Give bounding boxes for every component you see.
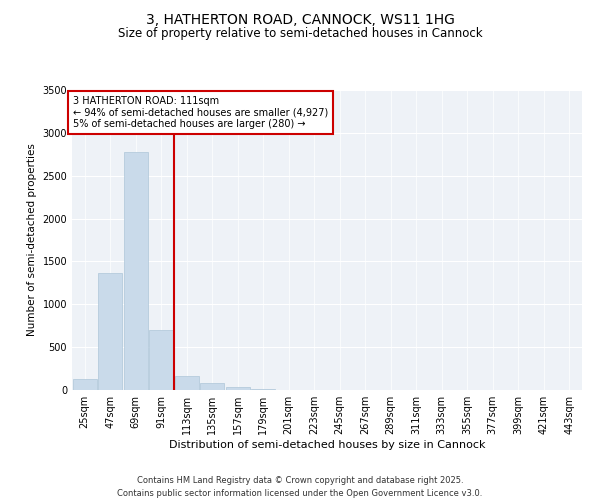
Bar [98, 272, 122, 390]
Bar [226, 388, 250, 390]
Text: 3, HATHERTON ROAD, CANNOCK, WS11 1HG: 3, HATHERTON ROAD, CANNOCK, WS11 1HG [146, 12, 454, 26]
Bar [73, 379, 97, 390]
Bar [200, 383, 224, 390]
Bar [175, 376, 199, 390]
Text: Size of property relative to semi-detached houses in Cannock: Size of property relative to semi-detach… [118, 28, 482, 40]
Bar [149, 330, 173, 390]
Bar [124, 152, 148, 390]
Text: 3 HATHERTON ROAD: 111sqm
← 94% of semi-detached houses are smaller (4,927)
5% of: 3 HATHERTON ROAD: 111sqm ← 94% of semi-d… [73, 96, 328, 129]
Bar [251, 389, 275, 390]
X-axis label: Distribution of semi-detached houses by size in Cannock: Distribution of semi-detached houses by … [169, 440, 485, 450]
Y-axis label: Number of semi-detached properties: Number of semi-detached properties [27, 144, 37, 336]
Text: Contains HM Land Registry data © Crown copyright and database right 2025.
Contai: Contains HM Land Registry data © Crown c… [118, 476, 482, 498]
